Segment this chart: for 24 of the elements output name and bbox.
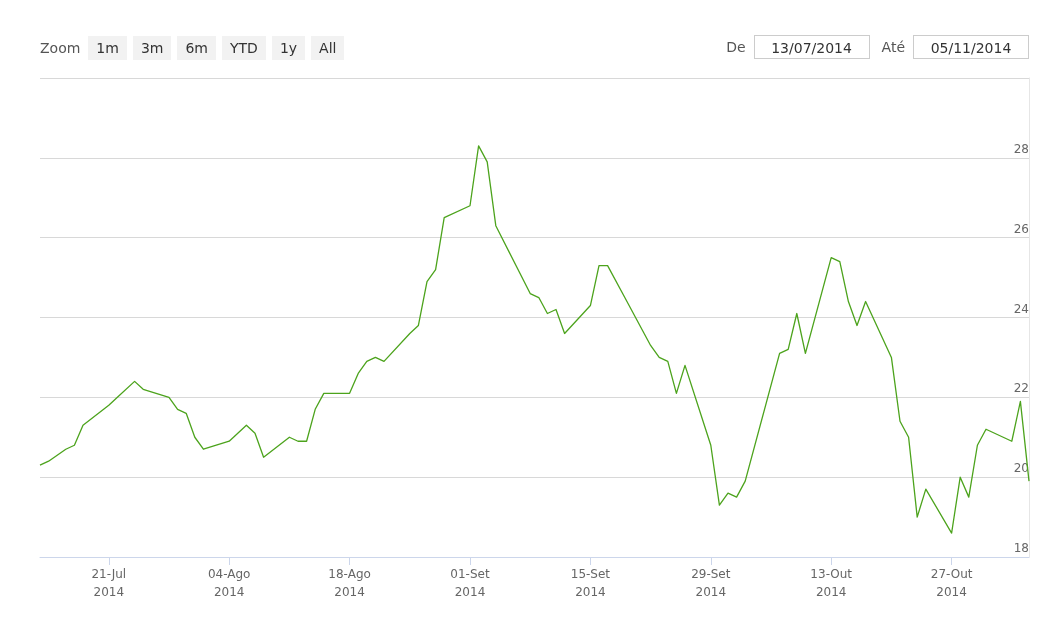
y-tick-label: 24 — [1013, 301, 1029, 316]
text: De — [726, 39, 746, 55]
y-tick-label: 18 — [1013, 541, 1029, 555]
text: Zoom — [40, 40, 81, 56]
x-tick-label: 29-Set 2014 — [691, 567, 731, 599]
x-tick-label: 18-Ago 2014 — [328, 567, 371, 599]
x-tick-label: 01-Set 2014 — [450, 567, 490, 599]
date-field: 05/11/2014 — [913, 35, 1029, 59]
zoom-button: 1y — [271, 36, 306, 60]
y-tick-label: 28 — [1013, 141, 1029, 156]
x-tick-label: 21-Jul 2014 — [91, 567, 127, 599]
zoom-button: All — [311, 36, 345, 60]
x-tick-label: 15-Set 2014 — [570, 567, 611, 599]
text: Até — [881, 39, 905, 55]
x-tick-label: 13-Out 2014 — [810, 567, 853, 599]
y-tick-label: 26 — [1013, 221, 1029, 236]
x-tick-label: 04-Ago 2014 — [207, 567, 251, 599]
x-tick-label: 27-Out 2014 — [930, 567, 973, 599]
date-field: 13/07/2014 — [753, 35, 870, 59]
y-tick-label: 22 — [1013, 381, 1029, 396]
zoom-button: 6m — [177, 36, 216, 60]
zoom-button: YTD — [222, 36, 266, 60]
zoom-button: 3m — [132, 36, 172, 60]
zoom-button: 1m — [88, 36, 127, 60]
